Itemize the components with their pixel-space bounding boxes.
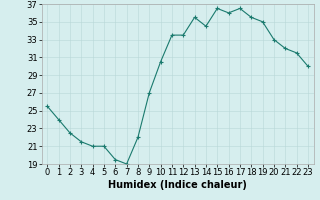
X-axis label: Humidex (Indice chaleur): Humidex (Indice chaleur) (108, 180, 247, 190)
